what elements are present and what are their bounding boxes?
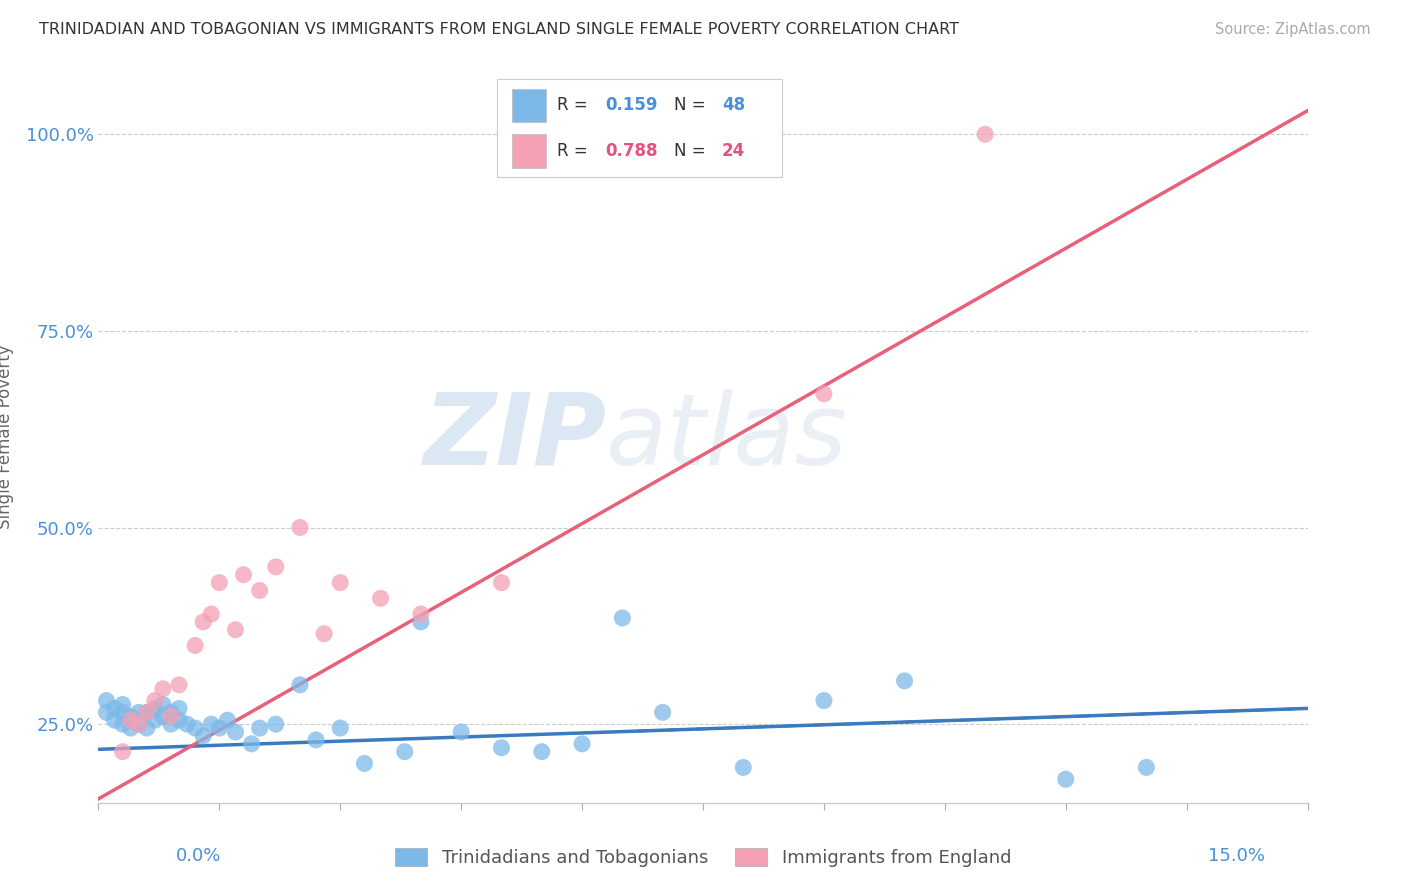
Point [409,615,432,629]
Point [128,717,150,731]
Point [176,717,198,731]
Point [409,607,432,621]
Point [370,591,392,606]
Text: 0.0%: 0.0% [176,847,221,865]
Text: atlas: atlas [606,389,848,485]
Point [143,693,166,707]
Point [813,693,835,707]
Point [491,740,513,755]
Point [305,732,328,747]
Point [394,745,416,759]
Point [200,607,222,621]
Point [264,559,287,574]
Point [224,725,246,739]
Point [612,611,634,625]
Point [491,575,513,590]
Point [96,706,118,720]
Point [111,698,134,712]
Point [329,721,352,735]
Point [353,756,375,771]
Point [103,713,125,727]
Point [152,681,174,696]
Point [193,615,215,629]
Point [111,706,134,720]
Point [152,709,174,723]
Point [167,713,190,727]
Text: Source: ZipAtlas.com: Source: ZipAtlas.com [1215,22,1371,37]
Text: ZIP: ZIP [423,389,606,485]
Point [571,737,593,751]
Point [120,721,142,735]
Text: TRINIDADIAN AND TOBAGONIAN VS IMMIGRANTS FROM ENGLAND SINGLE FEMALE POVERTY CORR: TRINIDADIAN AND TOBAGONIAN VS IMMIGRANTS… [39,22,959,37]
Point [143,713,166,727]
Point [224,623,246,637]
Point [96,693,118,707]
Point [135,706,157,720]
Point [530,745,553,759]
Legend: Trinidadians and Tobagonians, Immigrants from England: Trinidadians and Tobagonians, Immigrants… [388,840,1018,874]
Point [651,706,673,720]
Point [217,713,239,727]
Point [184,721,207,735]
Point [128,706,150,720]
Point [184,639,207,653]
Point [813,387,835,401]
Point [120,713,142,727]
Point [329,575,352,590]
Point [893,673,915,688]
Point [1135,760,1157,774]
Point [160,717,183,731]
Point [240,737,263,751]
Point [103,701,125,715]
Point [135,721,157,735]
Y-axis label: Single Female Poverty: Single Female Poverty [0,345,14,529]
Point [200,717,222,731]
Point [128,717,150,731]
Point [208,721,231,735]
Text: 15.0%: 15.0% [1208,847,1265,865]
Point [160,709,183,723]
Point [249,583,271,598]
Point [450,725,472,739]
Point [249,721,271,735]
Point [288,678,311,692]
Point [733,760,755,774]
Point [111,717,134,731]
Point [167,701,190,715]
Point [314,626,336,640]
Point [167,678,190,692]
Point [974,128,997,142]
Point [111,745,134,759]
Point [135,706,157,720]
Point [120,709,142,723]
Point [264,717,287,731]
Point [193,729,215,743]
Point [143,701,166,715]
Point [160,706,183,720]
Point [152,698,174,712]
Point [232,567,254,582]
Point [288,520,311,534]
Point [1054,772,1077,787]
Point [208,575,231,590]
